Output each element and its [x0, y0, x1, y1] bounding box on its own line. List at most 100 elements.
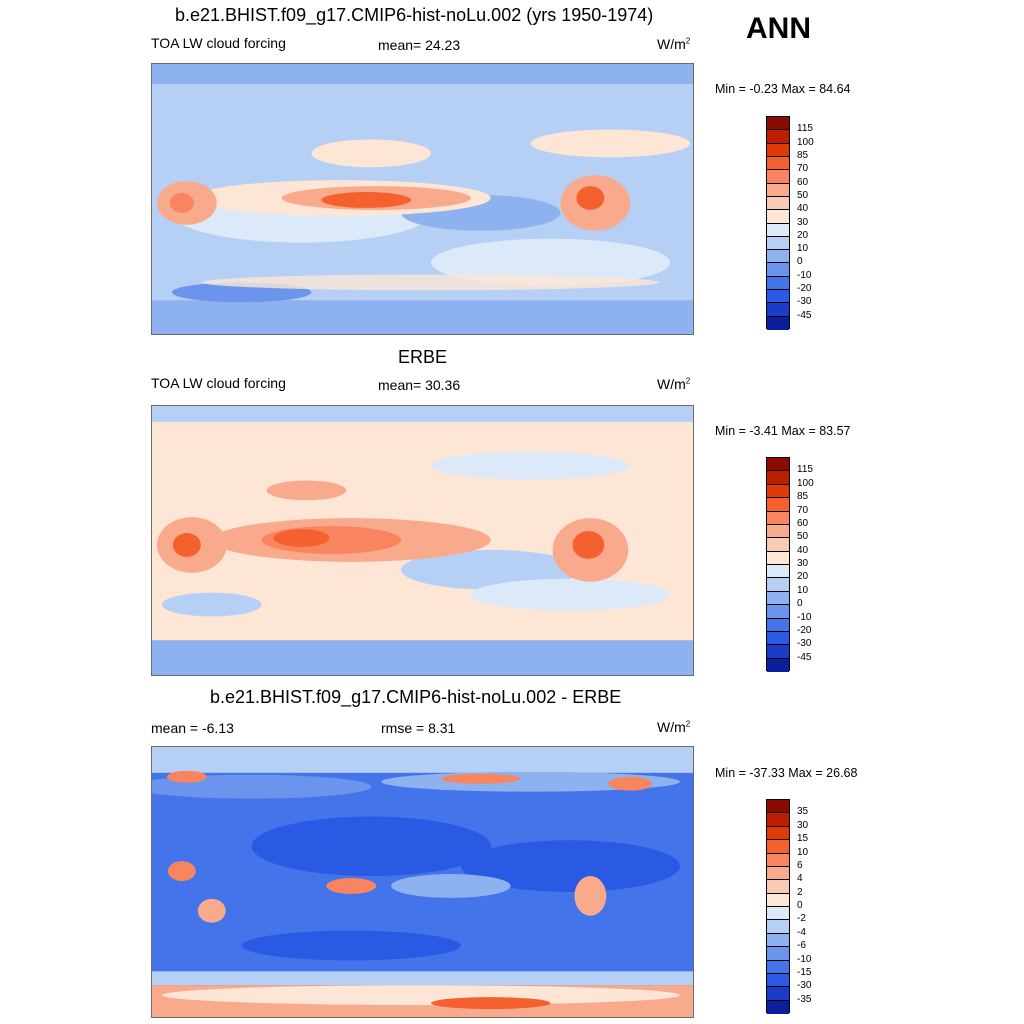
colorbar-swatch — [767, 987, 789, 1001]
colorbar-swatch — [767, 117, 789, 131]
colorbar-tick-label: 0 — [797, 900, 803, 911]
colorbar-tick-label: 0 — [797, 598, 803, 610]
colorbar-swatch — [767, 618, 789, 632]
panel-1-contour-field — [152, 64, 693, 334]
colorbar-swatch — [767, 511, 789, 525]
panel-3-minmax: Min = -37.33 Max = 26.68 — [715, 766, 858, 780]
colorbar-tick-label: 50 — [797, 189, 809, 201]
colorbar-tick-label: -15 — [797, 966, 812, 978]
colorbar-swatch — [767, 840, 789, 854]
colorbar-swatch — [767, 156, 789, 171]
colorbar-swatch — [767, 933, 789, 948]
colorbar-swatch — [767, 893, 789, 907]
panel-2-contour-field — [152, 406, 693, 675]
panel-3-units: W/m2 — [657, 719, 691, 735]
colorbar-tick-label: 30 — [797, 558, 809, 569]
colorbar-tick-label: 85 — [797, 149, 809, 161]
colorbar-tick-label: 20 — [797, 571, 809, 583]
colorbar-swatch — [767, 920, 789, 934]
panel-3-map — [151, 746, 694, 1018]
colorbar-tick-label: -10 — [797, 269, 812, 281]
colorbar-swatch — [767, 458, 789, 472]
panel-1-colorbar — [766, 116, 790, 330]
colorbar-tick-label: -20 — [797, 283, 812, 295]
colorbar-tick-label: 20 — [797, 229, 809, 241]
colorbar-tick-label: 70 — [797, 504, 809, 516]
colorbar-swatch — [767, 170, 789, 184]
colorbar-swatch — [767, 130, 789, 144]
colorbar-swatch — [767, 866, 789, 881]
colorbar-swatch — [767, 578, 789, 592]
panel-1-map — [151, 63, 694, 335]
panel-3-title: b.e21.BHIST.f09_g17.CMIP6-hist-noLu.002 … — [210, 687, 622, 707]
colorbar-tick-label: 35 — [797, 806, 809, 818]
panel-2-colorbar — [766, 457, 790, 672]
colorbar-swatch — [767, 250, 789, 264]
colorbar-tick-label: 50 — [797, 531, 809, 543]
colorbar-tick-label: 100 — [797, 136, 814, 148]
colorbar-swatch — [767, 303, 789, 317]
panel-1-units: W/m2 — [657, 36, 691, 52]
colorbar-swatch — [767, 524, 789, 539]
panel-1-colorbar-labels: 115 100 85 70 60 50 40 30 20 10 0 -10 -20 -30 -45 — [797, 116, 837, 329]
colorbar-tick-label: 60 — [797, 517, 809, 529]
panel-1-field-label: TOA LW cloud forcing — [151, 35, 286, 51]
panel-2-minmax: Min = -3.41 Max = 83.57 — [715, 424, 851, 438]
colorbar-tick-label: -10 — [797, 953, 812, 965]
colorbar-swatch — [767, 880, 789, 894]
colorbar-swatch — [767, 1000, 789, 1014]
colorbar-swatch — [767, 263, 789, 277]
panel-3-rmse: rmse = 8.31 — [381, 720, 456, 736]
colorbar-swatch — [767, 316, 789, 330]
colorbar-tick-label: -10 — [797, 611, 812, 623]
colorbar-tick-label: -35 — [797, 993, 812, 1005]
colorbar-swatch — [767, 196, 789, 211]
panel-3-colorbar-labels: 35 30 15 10 6 4 2 0 -2 -4 -6 -10 -15 -30 -35 — [797, 799, 837, 1013]
colorbar-tick-label: 85 — [797, 491, 809, 503]
colorbar-swatch — [767, 813, 789, 827]
panel-1-mean: mean= 24.23 — [378, 37, 461, 53]
colorbar-tick-label: 6 — [797, 859, 803, 871]
colorbar-swatch — [767, 236, 789, 251]
colorbar-tick-label: 115 — [797, 464, 813, 476]
colorbar-swatch — [767, 973, 789, 988]
colorbar-tick-label: 100 — [797, 477, 814, 489]
season-label: ANN — [746, 12, 811, 45]
colorbar-tick-label: 15 — [797, 833, 809, 845]
colorbar-swatch — [767, 276, 789, 291]
panel-3-colorbar — [766, 799, 790, 1014]
panel-1-title: b.e21.BHIST.f09_g17.CMIP6-hist-noLu.002 … — [175, 5, 654, 25]
colorbar-tick-label: 70 — [797, 163, 809, 175]
colorbar-tick-label: 10 — [797, 846, 809, 858]
colorbar-swatch — [767, 551, 789, 565]
panel-3-mean: mean = -6.13 — [151, 720, 234, 736]
colorbar-tick-label: 0 — [797, 256, 803, 268]
panel-2-colorbar-labels: 115 100 85 70 60 50 40 30 20 10 0 -10 -20 -30 -45 — [797, 457, 837, 671]
colorbar-swatch — [767, 565, 789, 579]
colorbar-swatch — [767, 658, 789, 672]
colorbar-swatch — [767, 853, 789, 867]
colorbar-tick-label: 40 — [797, 203, 809, 215]
colorbar-tick-label: -30 — [797, 980, 812, 992]
colorbar-tick-label: 2 — [797, 886, 803, 898]
colorbar-tick-label: -20 — [797, 624, 812, 636]
colorbar-tick-label: 115 — [797, 123, 813, 135]
colorbar-swatch — [767, 183, 789, 197]
panel-3-contour-field — [152, 747, 693, 1017]
colorbar-swatch — [767, 498, 789, 512]
panel-2-mean: mean= 30.36 — [378, 377, 461, 393]
colorbar-swatch — [767, 645, 789, 659]
colorbar-swatch — [767, 631, 789, 646]
colorbar-tick-label: 4 — [797, 873, 803, 885]
colorbar-swatch — [767, 143, 789, 157]
colorbar-tick-label: -30 — [797, 296, 812, 308]
colorbar-tick-label: 30 — [797, 819, 809, 831]
colorbar-swatch — [767, 210, 789, 224]
colorbar-swatch — [767, 947, 789, 961]
colorbar-tick-label: 10 — [797, 584, 809, 596]
colorbar-tick-label: 40 — [797, 544, 809, 556]
colorbar-tick-label: -30 — [797, 638, 812, 650]
colorbar-swatch — [767, 538, 789, 552]
panel-2-map — [151, 405, 694, 676]
colorbar-tick-label: -6 — [797, 940, 806, 952]
